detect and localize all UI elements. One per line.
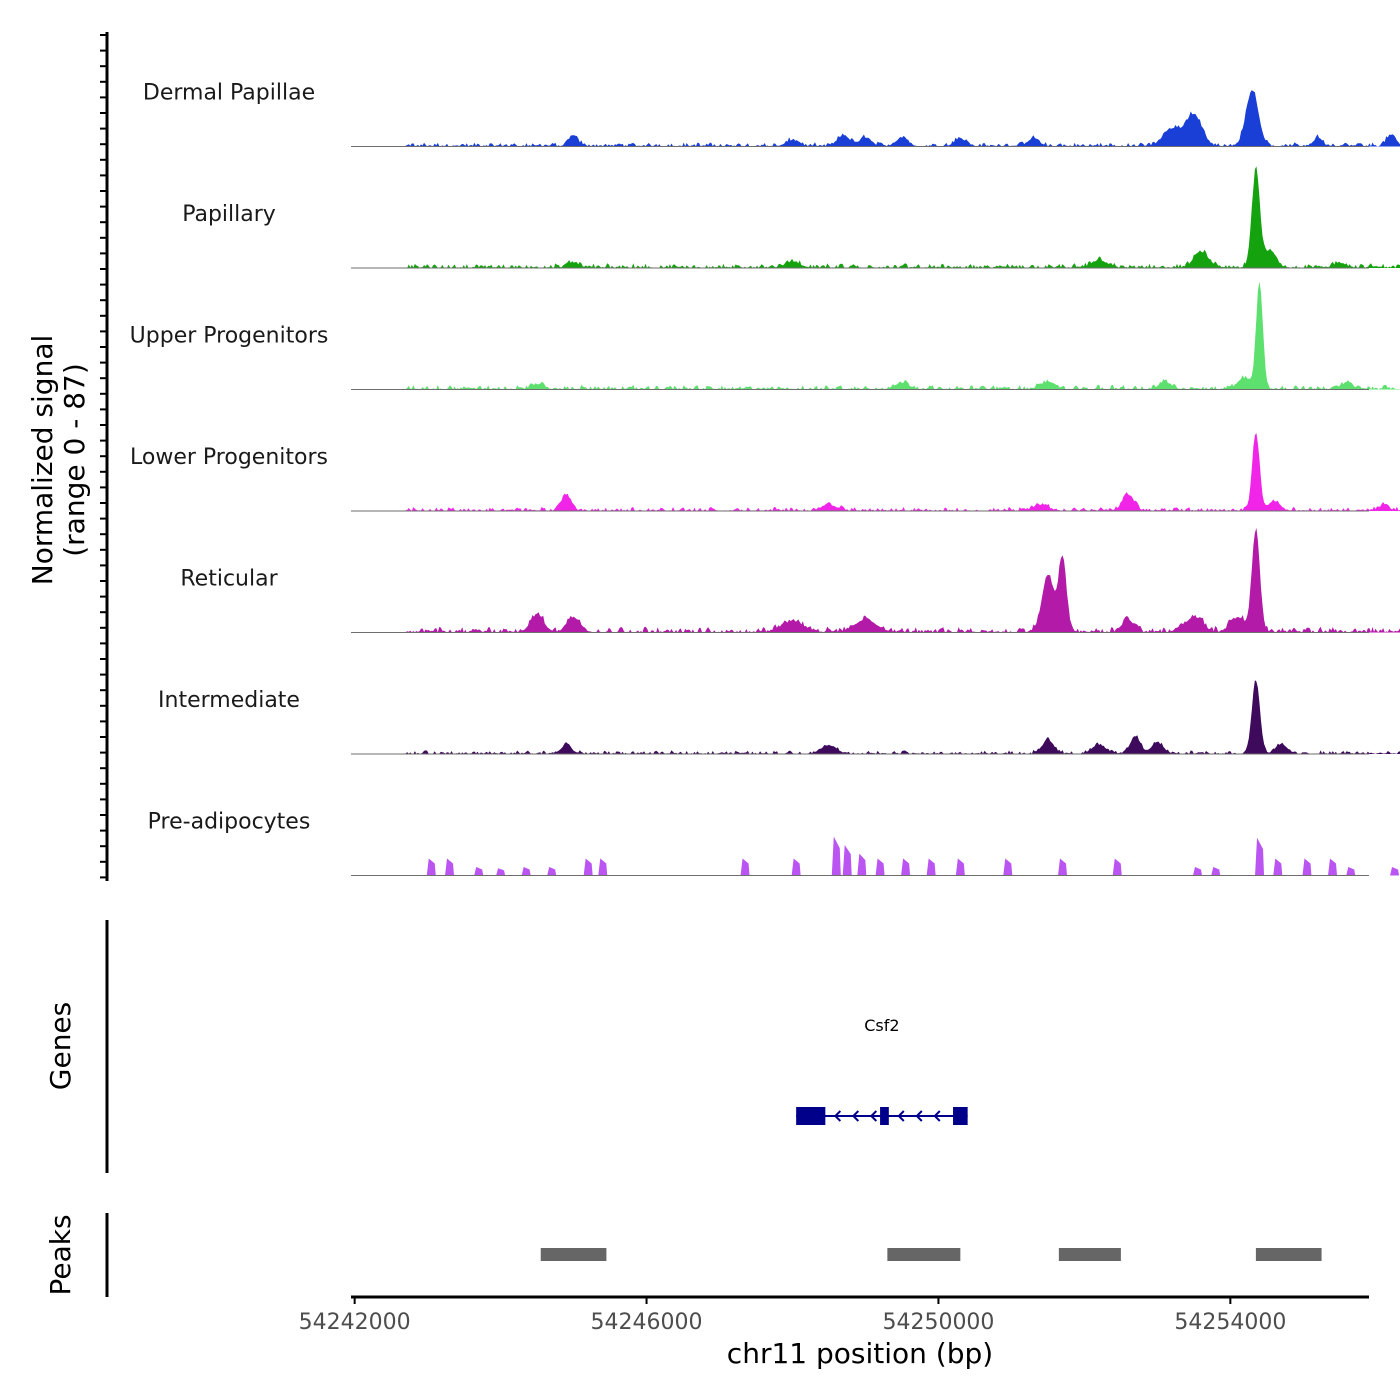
coverage-block [474, 866, 484, 876]
coverage-block [583, 858, 593, 876]
track-pre-adipocytes: Pre-adipocytes [148, 810, 1400, 876]
coverage-block [1058, 858, 1068, 876]
coverage-block [857, 853, 867, 876]
gene-exon [953, 1107, 968, 1125]
coverage-block [1346, 866, 1356, 876]
genes-panel-title: Genes [44, 1002, 77, 1090]
coverage-block [445, 858, 455, 876]
track-label: Pre-adipocytes [148, 810, 311, 835]
coverage-block [842, 845, 852, 876]
x-tick-label: 54242000 [299, 1310, 411, 1335]
y-axis-title-line1: Normalized signal [26, 335, 59, 586]
gene-strand-arrow [869, 1110, 878, 1122]
peak-region [1255, 1248, 1322, 1261]
coverage-block [1390, 866, 1400, 876]
gene-track: Csf2 [796, 1016, 968, 1125]
coverage-tracks: Dermal Papillae Papillary Upper Progenitor… [130, 81, 1400, 876]
gene-strand-arrow [915, 1110, 923, 1122]
coverage-area [405, 680, 1400, 754]
gene-strand-arrow [933, 1110, 941, 1122]
track-label: Upper Progenitors [130, 324, 329, 349]
gene-exon [796, 1107, 826, 1125]
peaks-panel-title: Peaks [44, 1214, 77, 1295]
x-tick-label: 54246000 [591, 1310, 703, 1335]
coverage-area [405, 527, 1400, 633]
coverage-area [405, 90, 1400, 147]
peak-track [540, 1248, 1322, 1261]
coverage-block [901, 858, 911, 876]
gene-strand-arrow [833, 1110, 842, 1122]
x-axis-ticks: 54242000 54246000 54250000 54254000 [299, 1297, 1286, 1335]
coverage-area [405, 166, 1400, 268]
coverage-block [1211, 866, 1221, 876]
x-tick-label: 54250000 [882, 1310, 994, 1335]
coverage-block [426, 858, 436, 876]
y-axis-title: Normalized signal (range 0 - 87) [26, 335, 91, 586]
coverage-block [875, 858, 885, 876]
coverage-area [405, 433, 1400, 511]
coverage-block [1328, 858, 1338, 876]
gene-exon [880, 1107, 889, 1125]
coverage-block [791, 858, 801, 876]
peak-region [887, 1248, 961, 1261]
coverage-block [926, 858, 936, 876]
y-axis-title-line2: (range 0 - 87) [58, 363, 91, 557]
track-upper-progenitors: Upper Progenitors [130, 281, 1400, 390]
coverage-block [1302, 858, 1312, 876]
peak-region [1058, 1248, 1121, 1261]
coverage-block [955, 858, 965, 876]
track-reticular: Reticular [180, 527, 1400, 633]
coverage-block [740, 858, 750, 876]
track-label: Intermediate [158, 688, 300, 713]
x-tick-label: 54254000 [1174, 1310, 1286, 1335]
coverage-block [1112, 858, 1122, 876]
coverage-block [1003, 858, 1013, 876]
coverage-block [598, 858, 608, 876]
coverage-y-ticks [100, 34, 107, 879]
coverage-block [1273, 858, 1283, 876]
coverage-block [547, 866, 557, 876]
track-label: Reticular [180, 567, 278, 592]
track-label: Lower Progenitors [130, 445, 328, 470]
gene-label-csf2: Csf2 [864, 1016, 899, 1035]
coverage-area [405, 281, 1400, 390]
track-label: Dermal Papillae [143, 81, 315, 106]
track-intermediate: Intermediate [158, 680, 1400, 755]
coverage-block [1255, 837, 1265, 876]
coverage-block [496, 868, 506, 876]
gene-strand-arrow [851, 1110, 860, 1122]
peak-region [540, 1248, 607, 1261]
gene-strand-arrow [897, 1110, 905, 1122]
track-dermal-papillae: Dermal Papillae [143, 81, 1400, 147]
x-axis-title: chr11 position (bp) [727, 1337, 993, 1370]
track-lower-progenitors: Lower Progenitors [130, 433, 1400, 512]
track-label: Papillary [182, 202, 276, 227]
coverage-block [1193, 866, 1203, 876]
track-papillary: Papillary [182, 166, 1400, 269]
coverage-block [831, 836, 841, 876]
coverage-block [521, 866, 531, 876]
